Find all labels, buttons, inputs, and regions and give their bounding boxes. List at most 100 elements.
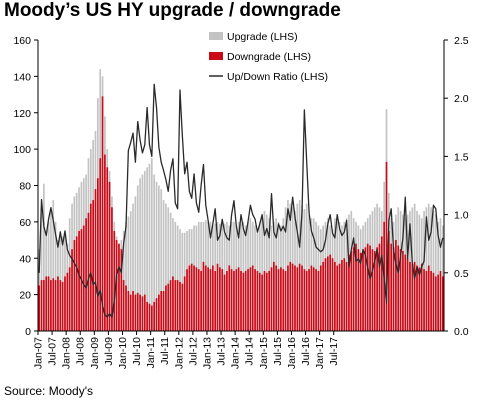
downgrade-bar (216, 263, 219, 331)
downgrade-bar (310, 265, 313, 331)
downgrade-bar (200, 270, 202, 331)
legend-swatch-upgrade (209, 32, 223, 40)
downgrade-bar (329, 254, 332, 331)
downgrade-bar (263, 270, 266, 331)
downgrade-bar (256, 270, 259, 331)
downgrade-bar (273, 261, 275, 331)
downgrade-bar (432, 272, 435, 331)
legend-swatch-downgrade (209, 52, 223, 60)
downgrade-bar (181, 283, 184, 331)
x-tick-label: Jul-11 (159, 337, 171, 365)
x-tick-label: Jan-12 (173, 337, 185, 369)
downgrade-bar (326, 256, 329, 331)
downgrade-bar (388, 230, 390, 331)
downgrade-bar (430, 270, 432, 331)
downgrade-bar (108, 181, 111, 331)
downgrade-bar (204, 265, 207, 331)
downgrade-bar (188, 265, 191, 331)
downgrade-bar (73, 240, 76, 331)
downgrade-bar (104, 154, 106, 331)
downgrade-bar (315, 269, 317, 331)
downgrade-bar (158, 294, 160, 332)
downgrade-bar (146, 301, 148, 331)
downgrade-bar (322, 261, 324, 331)
upgrade-bar (432, 210, 435, 331)
downgrade-bar (165, 285, 167, 331)
upgrade-bar (172, 218, 174, 331)
downgrade-bar (209, 269, 212, 331)
downgrade-bar (162, 290, 165, 331)
downgrade-bar (45, 276, 48, 331)
downgrade-bar (317, 270, 320, 331)
downgrade-bar (345, 261, 348, 331)
left-tick-label: 160 (13, 35, 31, 47)
downgrade-bar (153, 301, 156, 331)
upgrade-bar (305, 203, 308, 331)
upgrade-bar (54, 221, 57, 332)
downgrade-bar (324, 258, 327, 331)
downgrade-bar (82, 225, 85, 331)
downgrade-bar (425, 270, 428, 331)
downgrade-bar (57, 276, 59, 331)
downgrade-bar (240, 270, 242, 331)
downgrade-bar (78, 230, 80, 331)
x-tick-label: Jul-15 (272, 337, 284, 366)
right-tick-label: 1.5 (454, 151, 469, 163)
upgrade-bar (425, 207, 428, 331)
x-tick-label: Jan-11 (145, 337, 157, 368)
upgrade-bar (153, 174, 156, 331)
x-tick-label: Jul-14 (244, 337, 256, 366)
downgrade-bar (413, 261, 416, 331)
downgrade-bar (197, 269, 200, 331)
upgrade-bar (139, 178, 141, 331)
upgrade-bar (50, 210, 52, 331)
downgrade-bar (275, 265, 278, 331)
downgrade-bar (101, 96, 104, 331)
right-tick-label: 2.5 (454, 35, 469, 47)
downgrade-bar (193, 265, 195, 331)
upgrade-bar (150, 158, 153, 331)
upgrade-bar (162, 200, 165, 331)
downgrade-bar (136, 292, 139, 331)
downgrade-bar (392, 247, 395, 331)
downgrade-bar (308, 269, 310, 331)
downgrade-bar (89, 203, 92, 331)
downgrade-bar (277, 269, 280, 331)
downgrade-bar (40, 280, 43, 331)
downgrade-bar (195, 267, 198, 331)
upgrade-bar (158, 185, 160, 331)
downgrade-bar (66, 272, 69, 331)
downgrade-bar (404, 254, 407, 331)
ratio-line-layer (38, 83, 444, 318)
downgrade-bar (183, 276, 186, 331)
x-tick-label: Jan-07 (33, 337, 45, 369)
downgrade-bar (265, 272, 268, 331)
right-tick-label: 0.5 (454, 268, 469, 280)
downgrade-bar (348, 254, 350, 331)
x-tick-label: Jan-08 (61, 337, 73, 369)
downgrade-bar (211, 265, 214, 331)
downgrade-bar (319, 265, 322, 331)
downgrade-bar (230, 269, 233, 331)
downgrade-bar (106, 167, 109, 331)
downgrade-bar (247, 269, 249, 331)
upgrade-bar (430, 207, 432, 331)
upgrade-bar (136, 185, 139, 331)
downgrade-bar (331, 258, 334, 331)
downgrade-bar (75, 236, 78, 331)
downgrade-bar (427, 265, 430, 331)
downgrade-bar (237, 267, 240, 331)
downgrade-bar (312, 267, 315, 331)
x-tick-label: Jan-13 (201, 337, 213, 369)
downgrade-bar (420, 263, 423, 331)
downgrade-bar (249, 267, 252, 331)
downgrade-bar (291, 263, 294, 331)
downgrade-bars (38, 96, 444, 332)
downgrade-bar (132, 290, 134, 331)
upgrade-bar (181, 232, 184, 331)
right-tick-label: 0.0 (454, 326, 469, 338)
downgrade-bar (172, 276, 174, 331)
upgrade-bar (143, 170, 146, 331)
legend-label: Up/Down Ratio (LHS) (227, 71, 328, 83)
